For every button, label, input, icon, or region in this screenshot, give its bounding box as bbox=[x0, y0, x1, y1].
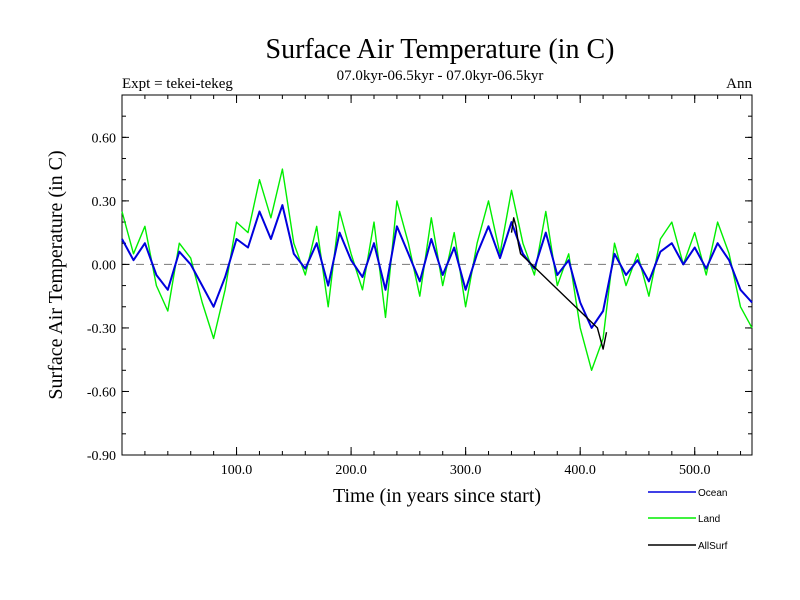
chart-subtitle: 07.0kyr-06.5kyr - 07.0kyr-06.5kyr bbox=[337, 68, 544, 84]
y-tick-label: 0.00 bbox=[92, 258, 117, 273]
legend-label-allsurf: AllSurf bbox=[698, 541, 728, 552]
y-tick-label: -0.30 bbox=[87, 322, 116, 337]
legend: Ocean Land AllSurf bbox=[648, 488, 728, 552]
y-tick-label: 0.30 bbox=[92, 195, 117, 210]
chart-title: Surface Air Temperature (in C) bbox=[266, 34, 615, 65]
series-line-ocean bbox=[121, 204, 753, 329]
legend-label-land: Land bbox=[698, 514, 720, 525]
y-axis: 0.60 0.30 0.00 -0.30 -0.60 -0.90 bbox=[87, 94, 752, 464]
series-layer bbox=[121, 168, 753, 371]
y-tick-label: 0.60 bbox=[92, 131, 117, 146]
x-tick-label: 400.0 bbox=[564, 463, 596, 478]
x-tick-label: 500.0 bbox=[679, 463, 711, 478]
expt-label: Expt = tekei-tekeg bbox=[122, 76, 233, 92]
legend-label-ocean: Ocean bbox=[698, 488, 727, 499]
y-axis-label: Surface Air Temperature (in C) bbox=[45, 150, 67, 399]
y-tick-label: -0.60 bbox=[87, 385, 116, 400]
x-tick-label: 300.0 bbox=[450, 463, 482, 478]
x-axis: 100.0 200.0 300.0 400.0 500.0 bbox=[144, 95, 742, 478]
season-label: Ann bbox=[726, 76, 752, 92]
plot-frame bbox=[121, 94, 753, 456]
y-tick-label: -0.90 bbox=[87, 449, 116, 464]
x-tick-label: 100.0 bbox=[221, 463, 253, 478]
x-axis-label: Time (in years since start) bbox=[333, 485, 541, 507]
series-line-land bbox=[121, 168, 753, 371]
series-line-allsurf bbox=[510, 217, 608, 350]
x-tick-label: 200.0 bbox=[335, 463, 367, 478]
